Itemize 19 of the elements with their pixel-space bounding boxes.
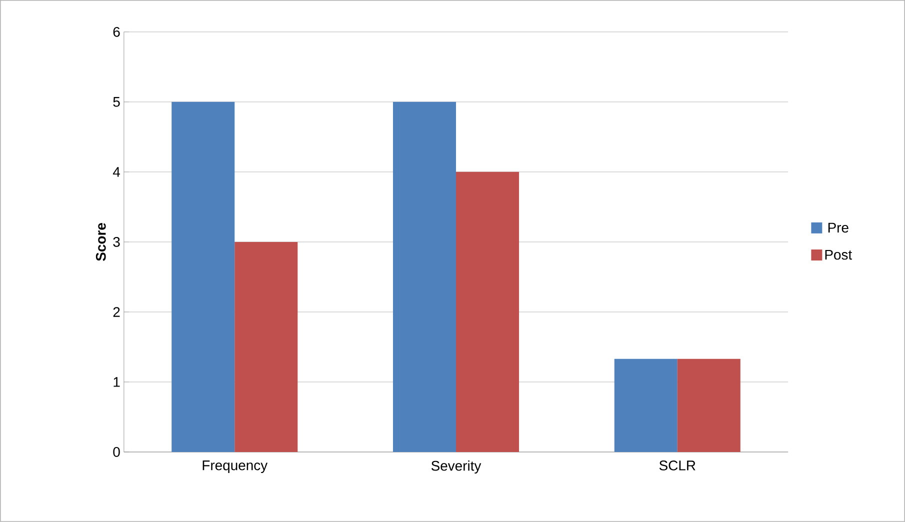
bar [614, 358, 678, 452]
y-axis-title: Score [96, 223, 106, 261]
y-tick-label: 3 [113, 237, 120, 247]
y-tick-label: 0 [113, 447, 120, 457]
y-tick-label: 5 [113, 97, 120, 107]
legend-label: Pre [828, 222, 848, 233]
y-tick-label: 2 [113, 307, 120, 317]
legend-label: Post [825, 250, 852, 260]
bar [234, 242, 298, 452]
y-tick-label: 6 [113, 27, 120, 37]
x-tick-label: Frequency [202, 460, 268, 474]
bar [677, 358, 740, 452]
bar [392, 102, 456, 452]
y-tick-label: 4 [112, 167, 120, 177]
x-tick-label: SCLR [659, 460, 696, 470]
bar [456, 172, 520, 452]
x-tick-label: Severity [431, 460, 482, 474]
bar [172, 102, 235, 452]
y-tick-label: 1 [114, 377, 120, 387]
